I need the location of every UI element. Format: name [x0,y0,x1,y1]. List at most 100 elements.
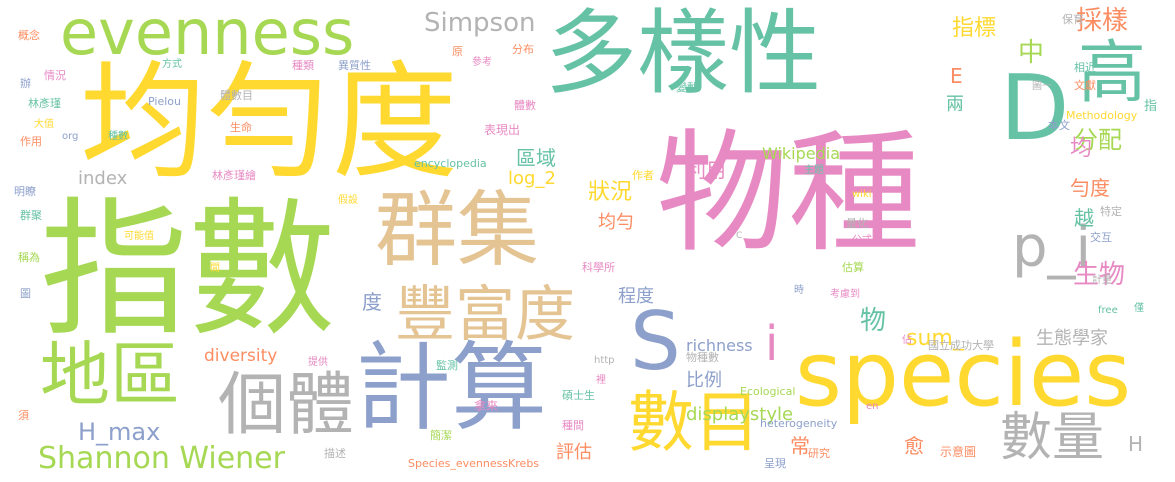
word-zhishu: 指數 [40,184,336,356]
word-zhongjian: 種間 [562,419,584,432]
word-bili: 比例 [686,370,722,391]
word-fangshi: 方式 [162,59,182,70]
word-tishumu: 體數目 [220,89,253,102]
word-tu: 圖 [20,287,31,300]
word-wuzhong: 物種 [656,117,920,271]
word-fenbu: 分布 [512,43,534,56]
word-displaystyle: displaystyle [686,404,794,425]
word-mingliao: 明瞭 [14,185,36,198]
word-http: http [594,355,615,366]
word-li: 裡 [596,375,606,386]
word-wiki: wiki [852,189,872,200]
word-H: H [1128,432,1144,456]
word-duoyangxing: 多樣性 [545,0,822,107]
word-jisuan: 計算 [355,332,547,444]
word-p-i: p_i [1012,215,1092,280]
word-simpson: Simpson [424,8,536,38]
word-jianjie: 簡潔 [430,429,452,442]
word-nalai: 拿來 [474,399,499,413]
word-baoyu: 保育 [1062,13,1084,26]
word-S: S [630,295,681,388]
word-gao: 高 [1078,34,1147,113]
word-sum: sum_ [906,326,964,351]
word-D: D [1000,56,1070,161]
word-junyundu: 均勻度 [80,49,458,196]
word-ncku: 國立成功大學 [928,339,994,352]
word-jun: 均 [1070,136,1093,161]
word-shumu: 數目 [628,384,760,461]
word-tigong: 提供 [308,357,328,368]
word-biandong: 變動 [676,81,698,94]
word-benwen: 本文 [1048,119,1070,132]
word-yu: 愈 [904,434,924,458]
word-ban: 辦 [20,77,31,90]
word-fenpei: 分配 [1074,126,1122,154]
word-wu: 物 [860,306,887,336]
word-species-evenness-krebs: Species_evennessKrebs [408,457,540,470]
word-shiyitu: 示意圖 [940,445,977,459]
word-chengxian: 呈現 [764,457,786,470]
word-liang: 兩 [946,94,964,115]
word-lianghua: 量化 [846,217,868,230]
word-yundu: 勻度 [1070,176,1110,200]
word-yizhixing: 異質性 [338,59,371,72]
word-jiaohu: 交互 [1090,231,1112,244]
word-jiliang: 計量 [1092,275,1112,286]
word-quyu: 區域 [516,146,556,170]
word-caiyang: 採樣 [1076,6,1129,36]
word-wuzhongshu: 物種數 [686,351,719,364]
word-zhonglei: 種類 [292,59,314,72]
word-C: C [736,231,743,241]
word-fengfudu: 豐富度 [395,280,575,350]
word-encyclopedia: encyclopedia [414,157,487,170]
word-species: species [795,322,1132,427]
word-qunji: 群集 [375,183,540,278]
word-dazhi: 大值 [34,119,54,130]
word-shengtaixuejia: 生態學家 [1036,328,1108,349]
word-zhong: 中 [1018,38,1045,68]
word-kaolvdao: 考慮到 [830,289,860,300]
word-jiance: 監測 [436,359,458,372]
word-ecological: Ecological [740,385,796,398]
word-shi: 時 [794,285,804,296]
word-wikipedia: Wikipedia [762,144,841,163]
word-log2: log_2 [508,168,556,189]
word-zhongshu: 種數 [108,131,128,142]
word-biaoxianchu: 表現出 [484,123,521,137]
word-jin: 僅 [1134,303,1144,314]
word-yanjiu: 研究 [808,447,830,460]
word-cankao: 參考 [472,57,492,68]
word-miaoshu: 描述 [324,447,346,460]
word-tishu: 體數 [514,99,536,112]
word-heterogeneity: heterogeneity [760,417,838,430]
word-zuozhe: 作者 [632,169,654,182]
word-h-max: H_max [78,418,161,446]
word-chang: 常 [790,434,810,458]
word-liyong: 利用 [686,158,726,182]
word-shuliang: 數量 [1000,408,1105,468]
word-junyun: 均勻 [598,212,634,233]
word-zhuangkuang: 狀況 [588,180,633,205]
word-methodology: Methodology [1066,109,1138,122]
word-shuoshisheng: 碩士生 [562,389,595,402]
word-wenxian: 文獻 [1074,79,1096,92]
word-zuoyong: 作用 [20,135,42,148]
word-zhuti: 主題 [804,165,824,176]
word-gusuan: 估算 [842,261,864,274]
word-E: E [950,64,963,88]
word-gainian: 概念 [18,29,40,42]
word-pielou: Pielou [148,95,181,108]
word-xiangjin: 相近 [1074,61,1096,74]
word-xu: 須 [18,409,29,422]
word-richness: richness [686,336,753,355]
word-free: free [1098,305,1118,316]
word-index: index [78,168,128,189]
word-qunju: 群聚 [20,209,42,222]
word-qingkuang: 情況 [44,69,66,82]
word-chengwei: 稱為 [18,251,40,264]
word-chengdu: 程度 [618,286,654,307]
word-shannon-wiener: Shannon Wiener [38,441,285,476]
word-org: org [62,131,79,142]
word-pinggu: 評估 [556,442,592,463]
word-linyanjin-hui: 林彥瑾繪 [212,169,256,182]
